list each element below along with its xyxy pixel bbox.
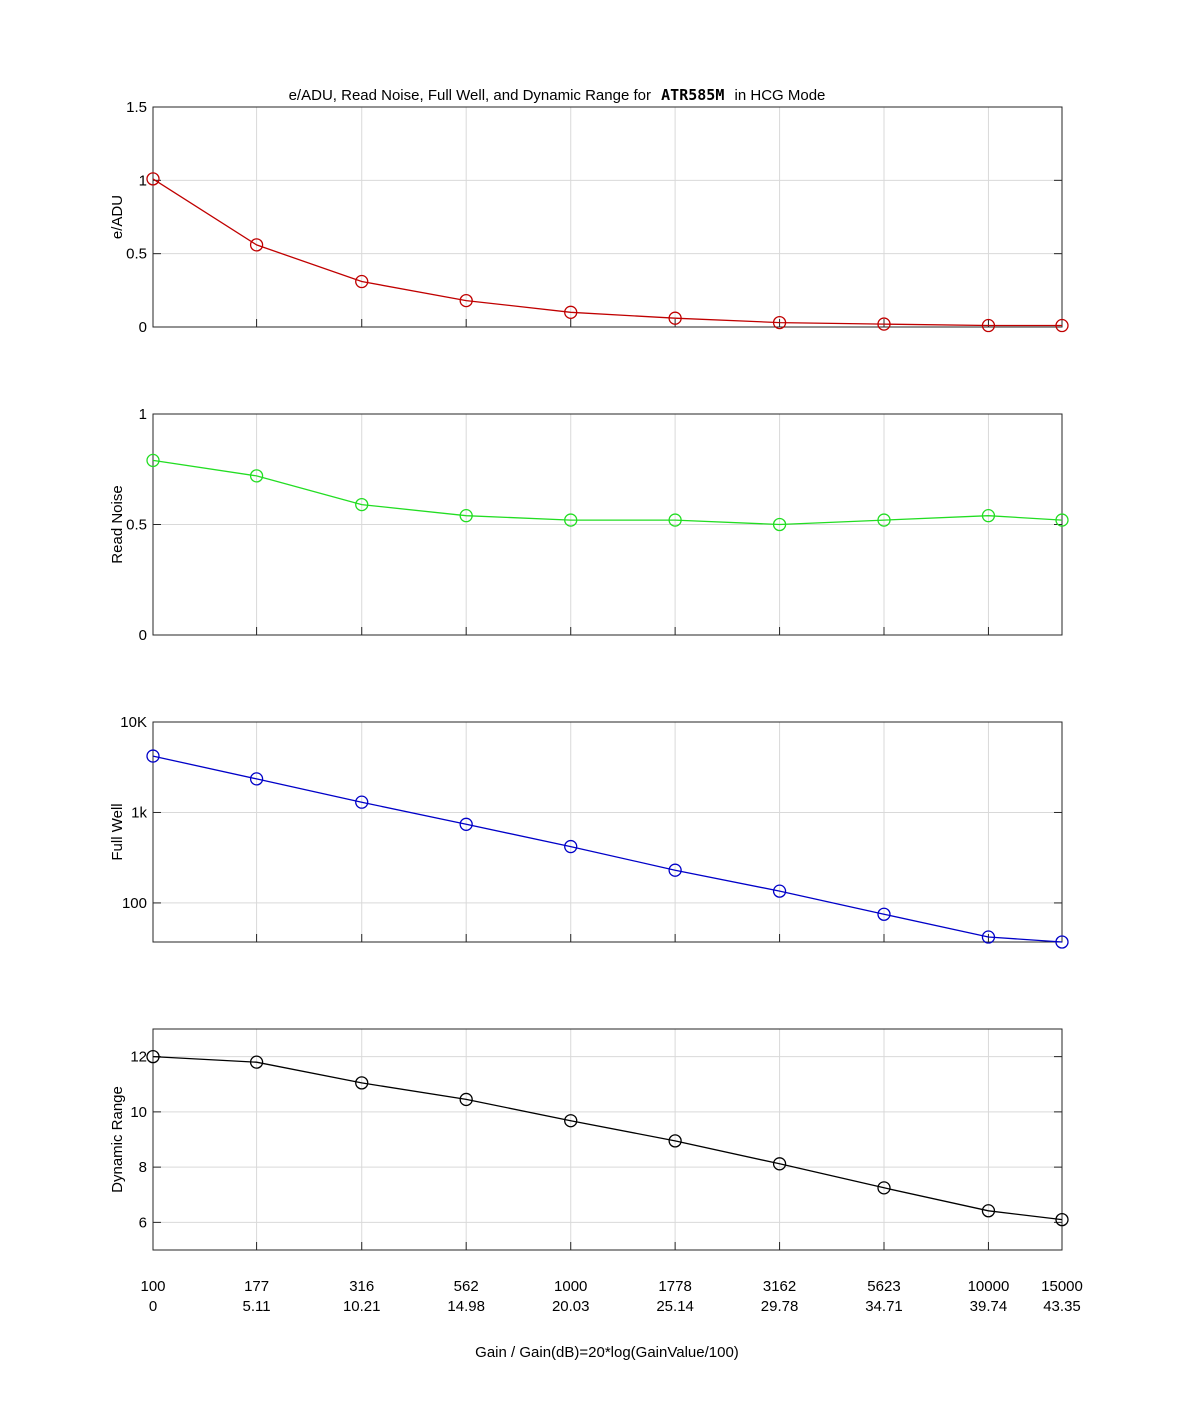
y-tick-label: 1.5 [126,99,147,116]
x-tick-label-db: 34.71 [865,1298,903,1315]
x-tick-label-db: 43.35 [1043,1298,1081,1315]
axes-box [152,721,1063,943]
data-point [1055,935,1069,949]
x-tick-label-db: 29.78 [761,1298,799,1315]
data-point [249,772,264,786]
data-point [772,884,787,898]
y-axis-label: Dynamic Range [109,1086,126,1193]
data-point [249,469,264,483]
data-point [459,293,473,308]
subplots: 0 0.5 1 1.5 e/ADU 0 0.5 1 Read Noise 100 1k 10K Full… [109,99,1069,1251]
data-point [564,839,578,854]
y-axis-label: e/ADU [109,195,126,239]
data-point [981,318,996,333]
x-tick-label: 10000 [968,1278,1010,1295]
data-point [146,749,160,763]
data-point [459,817,473,831]
series-line [152,1055,1063,1221]
data-point [668,513,682,527]
data-point [1055,318,1069,333]
data-point [146,1049,160,1064]
data-point [981,509,996,523]
x-tick-label: 5623 [867,1278,900,1295]
y-tick-label: 1 [139,406,147,423]
x-tick-label-db: 14.98 [447,1298,485,1315]
x-tick-label-db: 5.11 [243,1298,271,1315]
data-point [249,238,264,252]
y-tick-label: 12 [130,1049,147,1066]
data-point [877,1181,891,1195]
axes-box [152,413,1063,636]
x-tick-label: 316 [349,1278,374,1295]
chart-title: e/ADU, Read Noise, Full Well, and Dynami… [289,86,826,104]
chart-title-model: ATR585M [661,86,724,104]
x-tick-label: 15000 [1041,1278,1083,1295]
y-tick-label: 0.5 [126,246,147,263]
x-axis-tick-labels: 10001775.1131610.2156214.98100020.031778… [140,1278,1082,1315]
x-tick-label-db: 0 [149,1298,157,1315]
data-point [1055,513,1069,527]
y-tick-label: 6 [139,1214,147,1231]
x-axis-label: Gain / Gain(dB)=20*log(GainValue/100) [475,1344,739,1361]
y-tick-label: 0.5 [126,517,147,534]
y-tick-label: 8 [139,1159,147,1176]
y-tick-label: 0 [139,627,147,644]
x-tick-label-db: 39.74 [970,1298,1008,1315]
axes-box [152,1028,1063,1251]
data-point [459,509,473,523]
series-line [152,755,1063,943]
data-point [564,305,578,319]
data-point [146,453,160,468]
data-point [355,1076,369,1090]
x-tick-label: 1000 [554,1278,587,1295]
data-point [877,907,891,921]
data-point [564,513,578,527]
y-tick-label: 10K [120,714,147,731]
data-point [1055,1212,1069,1227]
x-tick-label: 3162 [763,1278,796,1295]
axes-box [152,106,1063,328]
x-tick-label: 1778 [658,1278,691,1295]
subplot-2: 0 0.5 1 Read Noise [109,406,1069,644]
data-point [772,315,787,330]
data-point [146,172,160,186]
data-point [877,513,891,527]
data-point [355,497,369,512]
data-point [249,1055,264,1069]
data-point [981,930,996,944]
x-tick-label-db: 25.14 [656,1298,694,1315]
y-tick-label: 10 [130,1104,147,1121]
y-tick-label: 1k [131,804,147,821]
data-point [355,274,369,289]
subplot-1: 0 0.5 1 1.5 e/ADU [109,99,1069,336]
subplot-4: 6 8 10 12 Dynamic Range [109,1028,1069,1251]
data-point [981,1204,996,1218]
x-tick-label-db: 20.03 [552,1298,590,1315]
data-point [772,1157,787,1171]
x-tick-label: 100 [140,1278,165,1295]
y-tick-label: 100 [122,895,147,912]
x-tick-label: 177 [244,1278,269,1295]
data-point [772,517,787,532]
chart-title-suffix: in HCG Mode [735,87,826,104]
x-tick-label-db: 10.21 [343,1298,381,1315]
series-line [152,459,1063,526]
data-point [877,317,891,331]
data-point [668,863,682,877]
y-tick-label: 1 [139,172,147,189]
subplot-3: 100 1k 10K Full Well [109,714,1069,949]
y-tick-label: 0 [139,319,147,336]
data-point [564,1114,578,1128]
y-axis-label: Read Noise [109,485,126,563]
x-tick-label: 562 [454,1278,479,1295]
data-point [355,795,369,809]
data-point [668,1134,682,1148]
series-line [152,178,1062,327]
y-axis-label: Full Well [109,803,126,860]
data-point [668,311,682,325]
data-point [459,1092,473,1107]
chart-title-prefix: e/ADU, Read Noise, Full Well, and Dynami… [289,87,651,104]
